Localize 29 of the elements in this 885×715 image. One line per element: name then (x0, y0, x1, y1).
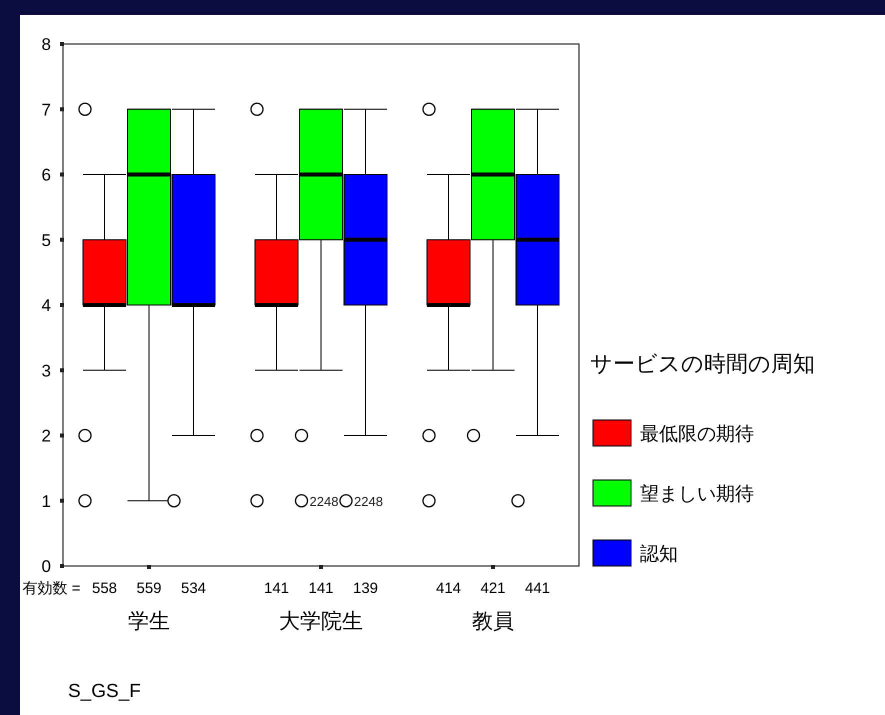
y-tick-label: 6 (42, 166, 51, 184)
y-tick-label: 5 (42, 230, 51, 250)
legend-label: 望ましい期待 (640, 484, 754, 505)
text: 559 (136, 580, 162, 597)
legend-label: 最低限の期待 (640, 424, 754, 445)
text: 414 (436, 580, 462, 597)
legend-label: 認知 (640, 544, 678, 565)
x-tick-label: 教員 (472, 610, 514, 633)
annotation: 2248 (310, 494, 338, 509)
text: 441 (524, 580, 550, 597)
text: 558 (92, 580, 118, 597)
y-tick-label: 1 (42, 492, 51, 511)
y-tick-label: 3 (42, 361, 51, 380)
text: 有効数 = (22, 580, 81, 597)
text: 534 (180, 580, 206, 597)
x-tick-label: 学生 (128, 610, 170, 633)
text: S_GS_F (68, 681, 141, 702)
legend-title: サービスの時間の周知 (590, 351, 815, 376)
text: 141 (264, 580, 290, 597)
y-tick-label: 2 (42, 426, 51, 446)
text: 421 (480, 580, 506, 597)
y-tick-label: 0 (42, 557, 51, 576)
y-tick-label: 7 (42, 100, 51, 120)
annotation: 2248 (354, 494, 383, 509)
x-tick-label: 大学院生 (279, 610, 363, 633)
text: 139 (352, 580, 378, 597)
text: 141 (308, 580, 334, 597)
y-tick-label: 8 (42, 35, 51, 54)
y-tick-label: 4 (42, 296, 51, 315)
